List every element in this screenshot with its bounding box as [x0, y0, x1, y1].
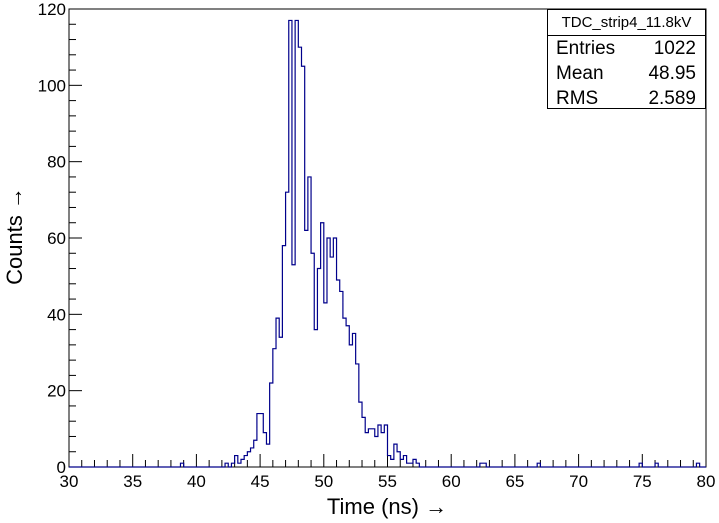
- stats-value: 1022: [653, 38, 696, 59]
- y-axis-title: Counts →: [2, 187, 27, 285]
- stats-row-mean: Mean 48.95: [548, 61, 705, 86]
- histogram-series-line: [69, 19, 706, 468]
- x-tick-label: 75: [633, 472, 652, 491]
- x-tick-label: 35: [123, 472, 142, 491]
- stats-label: RMS: [556, 88, 599, 109]
- y-tick-label: 120: [38, 0, 66, 19]
- y-tick-label: 20: [47, 382, 66, 401]
- x-tick-label: 50: [314, 472, 333, 491]
- statistics-box: TDC_strip4_11.8kV Entries 1022 Mean 48.9…: [547, 9, 706, 109]
- y-tick-label: 60: [47, 229, 66, 248]
- stats-label: Entries: [556, 38, 616, 59]
- x-tick-label: 80: [697, 472, 716, 491]
- stats-value: 48.95: [648, 63, 696, 84]
- y-tick-label: 40: [47, 305, 66, 324]
- y-tick-label: 100: [38, 76, 66, 95]
- stats-row-entries: Entries 1022: [548, 36, 705, 61]
- x-tick-label: 45: [251, 472, 270, 491]
- stats-row-rms: RMS 2.589: [548, 86, 705, 111]
- x-tick-label: 55: [378, 472, 397, 491]
- x-tick-label: 70: [569, 472, 588, 491]
- stats-label: Mean: [556, 63, 604, 84]
- stats-value: 2.589: [648, 88, 696, 109]
- x-tick-label: 30: [60, 472, 79, 491]
- x-tick-label: 65: [505, 472, 524, 491]
- y-tick-label: 0: [57, 458, 66, 477]
- stats-histogram-name: TDC_strip4_11.8kV: [548, 10, 705, 36]
- y-tick-label: 80: [47, 153, 66, 172]
- x-axis-title: Time (ns) →: [327, 494, 447, 519]
- x-tick-label: 40: [187, 472, 206, 491]
- x-tick-label: 60: [442, 472, 461, 491]
